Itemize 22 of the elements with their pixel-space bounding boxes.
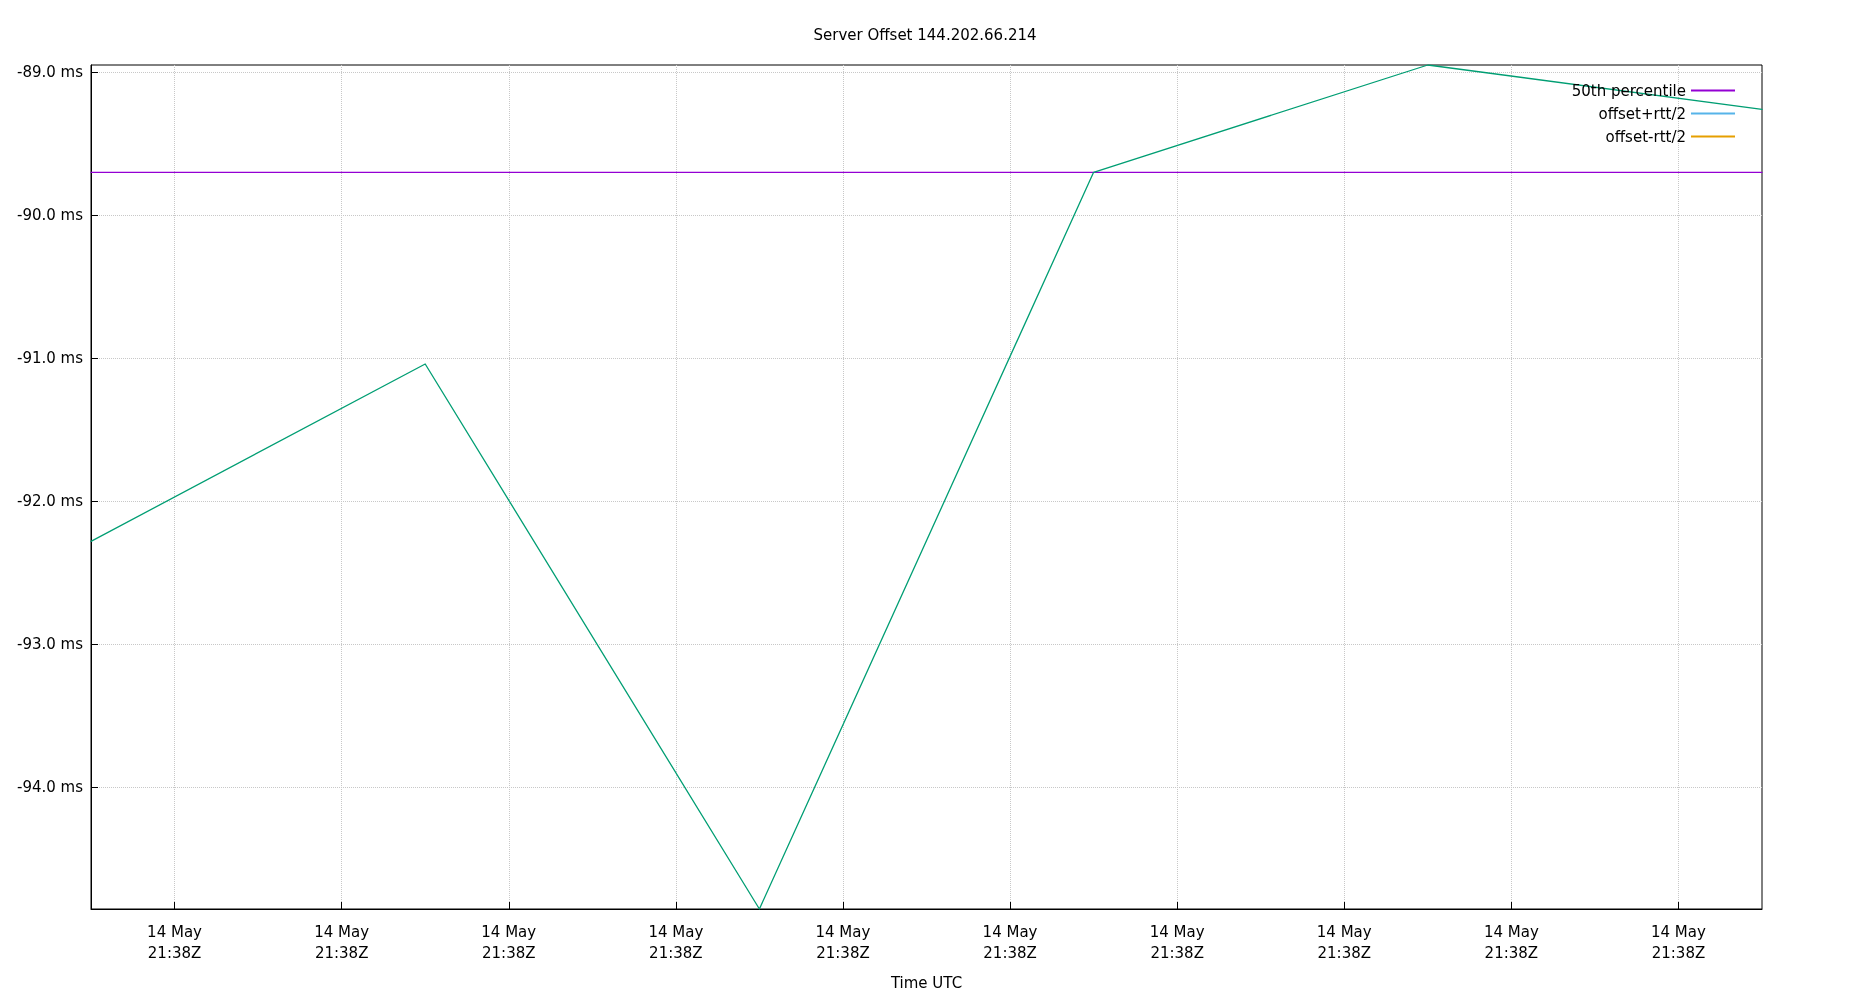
legend-label: offset+rtt/2	[1598, 104, 1686, 123]
x-tick-label: 14 May 21:38Z	[314, 922, 370, 962]
x-tick-label: 14 May 21:38Z	[481, 922, 537, 962]
y-tick-label: -91.0 ms	[16, 349, 84, 368]
legend-label: offset-rtt/2	[1605, 127, 1686, 146]
x-tick-label: 14 May 21:38Z	[1316, 922, 1372, 962]
line-series	[90, 64, 1763, 910]
y-tick-label: -89.0 ms	[16, 63, 84, 82]
x-tick-label: 14 May 21:38Z	[815, 922, 871, 962]
x-tick-label: 14 May 21:38Z	[147, 922, 203, 962]
x-tick-label: 14 May 21:38Z	[1149, 922, 1205, 962]
y-tick-label: -92.0 ms	[16, 492, 84, 511]
x-tick-label: 14 May 21:38Z	[982, 922, 1038, 962]
x-tick-label: 14 May 21:38Z	[648, 922, 704, 962]
chart-title: Server Offset 144.202.66.214	[813, 25, 1037, 44]
y-tick-label: -94.0 ms	[16, 778, 84, 797]
x-tick-label: 14 May 21:38Z	[1483, 922, 1539, 962]
y-tick-label: -90.0 ms	[16, 206, 84, 225]
x-axis-title: Time UTC	[889, 973, 963, 992]
legend-label: 50th percentile	[1571, 81, 1686, 100]
y-tick-label: -93.0 ms	[16, 635, 84, 654]
x-tick-label: 14 May 21:38Z	[1651, 922, 1706, 962]
